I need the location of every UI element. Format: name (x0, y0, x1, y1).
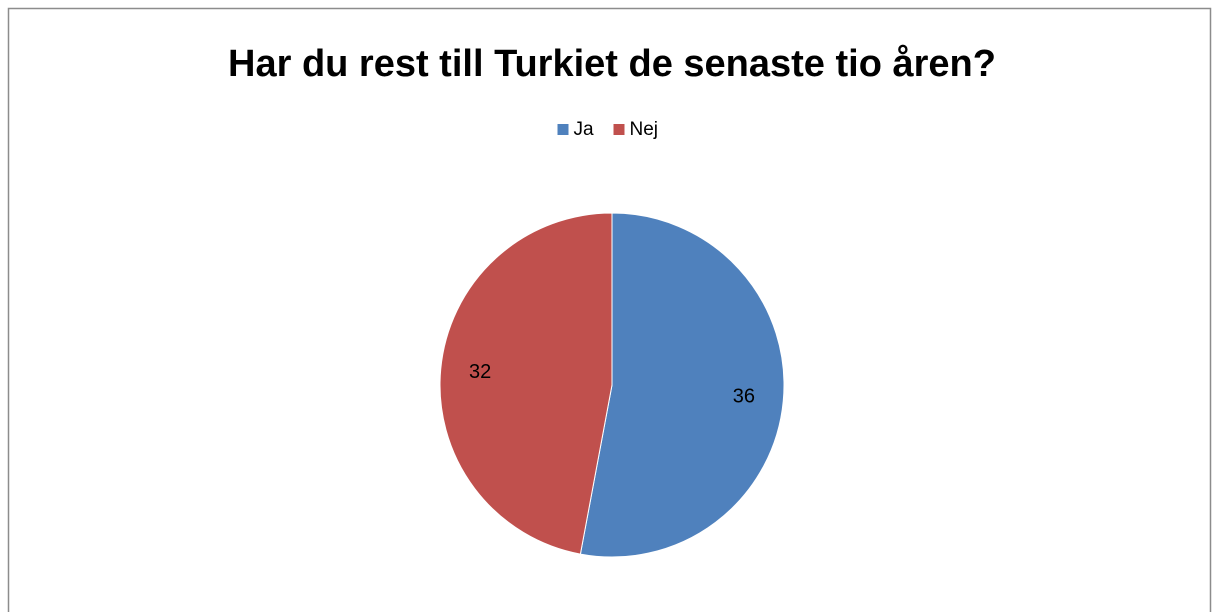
legend-swatch (613, 124, 625, 135)
data-label: 32 (469, 361, 491, 383)
pie-slice (439, 212, 613, 555)
data-label: 36 (733, 386, 755, 408)
legend-label: Ja (574, 119, 595, 140)
pie-slice (579, 212, 785, 558)
legend-label: Nej (630, 119, 659, 140)
chart-title: Har du rest till Turkiet de senaste tio … (228, 43, 996, 85)
legend-swatch (557, 124, 569, 135)
